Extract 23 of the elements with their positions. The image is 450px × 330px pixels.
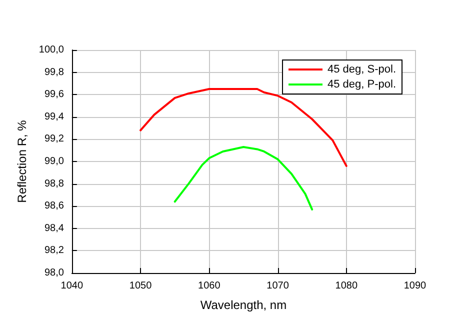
line-series <box>174 146 314 210</box>
y-tick-label: 99,2 <box>44 134 64 145</box>
x-tick-label: 1080 <box>335 280 358 292</box>
x-tick-label: 1060 <box>198 280 221 292</box>
y-axis-title: Reflection R, % <box>15 120 29 203</box>
legend-label: 45 deg, S-pol. <box>328 64 396 76</box>
y-tick-label: 98,6 <box>44 200 64 212</box>
y-tick-label: 98,8 <box>44 178 64 190</box>
legend-label: 45 deg, P-pol. <box>328 78 396 90</box>
y-tick-label: 99,4 <box>44 111 64 122</box>
x-tick-label: 1040 <box>60 280 84 292</box>
x-tick-label: 1090 <box>404 280 427 292</box>
line-series <box>140 88 348 167</box>
x-axis-title: Wavelength, nm <box>200 298 287 312</box>
y-tick-label: 99,0 <box>44 156 64 167</box>
y-tick-label: 100,0 <box>38 44 64 56</box>
y-tick-label: 98,0 <box>44 268 64 278</box>
y-tick-label: 98,2 <box>44 245 64 256</box>
y-tick-label: 98,4 <box>44 222 64 234</box>
x-tick-label: 1050 <box>129 280 152 292</box>
y-tick-label: 99,8 <box>44 66 64 78</box>
x-tick-label: 1070 <box>266 280 290 292</box>
y-tick-label: 99,6 <box>44 89 64 100</box>
